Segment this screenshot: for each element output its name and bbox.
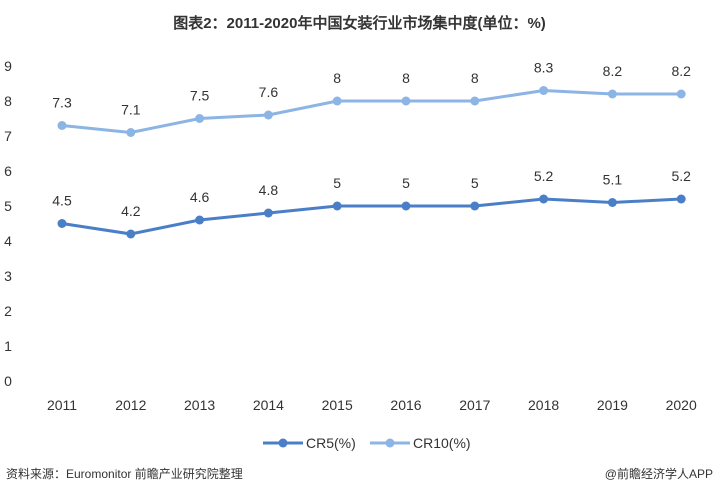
legend-marker (278, 438, 288, 448)
y-tick-label: 4 (4, 233, 12, 249)
data-point (401, 201, 411, 211)
chart-title: 图表2：2011-2020年中国女装行业市场集中度(单位：%) (173, 15, 546, 32)
series-line-0 (61, 197, 682, 236)
data-point (607, 198, 617, 207)
data-point (57, 219, 67, 228)
data-point (401, 96, 411, 106)
y-tick-label: 0 (4, 373, 12, 389)
x-tick-label: 2016 (390, 397, 421, 413)
data-label: 8 (402, 70, 410, 86)
x-tick-label: 2019 (597, 397, 628, 413)
data-label: 8 (333, 70, 341, 86)
data-point (57, 121, 67, 130)
y-tick-label: 3 (4, 268, 12, 284)
x-tick-label: 2017 (459, 397, 490, 413)
data-point (195, 215, 205, 225)
data-point (195, 114, 205, 123)
y-tick-label: 1 (4, 338, 12, 354)
data-label: 8.2 (603, 63, 623, 79)
data-label: 7.5 (190, 88, 210, 104)
data-point (539, 194, 549, 204)
x-tick-label: 2020 (666, 397, 697, 413)
y-tick-label: 5 (4, 198, 12, 214)
data-label: 5.2 (671, 168, 691, 184)
data-label: 4.6 (190, 189, 210, 205)
x-tick-label: 2014 (253, 397, 284, 413)
x-tick-label: 2012 (115, 397, 146, 413)
y-tick-label: 9 (4, 58, 12, 74)
data-label: 5.1 (603, 172, 623, 188)
legend-marker (385, 438, 395, 448)
data-label: 5 (402, 175, 410, 191)
y-tick-label: 7 (4, 128, 12, 144)
data-label: 8 (471, 70, 479, 86)
data-label: 7.6 (259, 84, 279, 100)
data-point (539, 86, 549, 95)
data-label: 5 (333, 175, 341, 191)
data-label: 7.3 (52, 95, 72, 111)
series-line-1 (61, 88, 682, 135)
x-tick-label: 2018 (528, 397, 559, 413)
data-point (676, 89, 686, 99)
data-point (607, 89, 617, 99)
data-label: 4.8 (259, 182, 279, 198)
data-point (263, 110, 273, 120)
source-note: 资料来源：Euromonitor 前瞻产业研究院整理 (6, 467, 243, 481)
y-tick-label: 2 (4, 303, 12, 319)
x-tick-label: 2015 (322, 397, 353, 413)
legend-label: CR10(%) (413, 435, 471, 451)
data-label: 8.3 (534, 60, 554, 76)
x-tick-label: 2013 (184, 397, 215, 413)
data-point (332, 96, 342, 106)
data-label: 7.1 (121, 102, 141, 118)
data-label: 5 (471, 175, 479, 191)
x-tick-label: 2011 (47, 397, 77, 413)
data-point (676, 194, 686, 204)
data-point (332, 201, 342, 211)
legend-label: CR5(%) (306, 435, 356, 451)
data-point (263, 208, 273, 218)
data-point (126, 229, 136, 239)
data-label: 5.2 (534, 168, 554, 184)
data-point (470, 201, 480, 211)
y-tick-label: 6 (4, 163, 12, 179)
data-label: 4.5 (52, 193, 72, 209)
data-point (126, 128, 136, 137)
data-label: 4.2 (121, 203, 141, 219)
credit-note: @前瞻经济学人APP (604, 467, 713, 481)
data-point (470, 96, 480, 106)
data-label: 8.2 (671, 63, 691, 79)
y-tick-label: 8 (4, 93, 12, 109)
